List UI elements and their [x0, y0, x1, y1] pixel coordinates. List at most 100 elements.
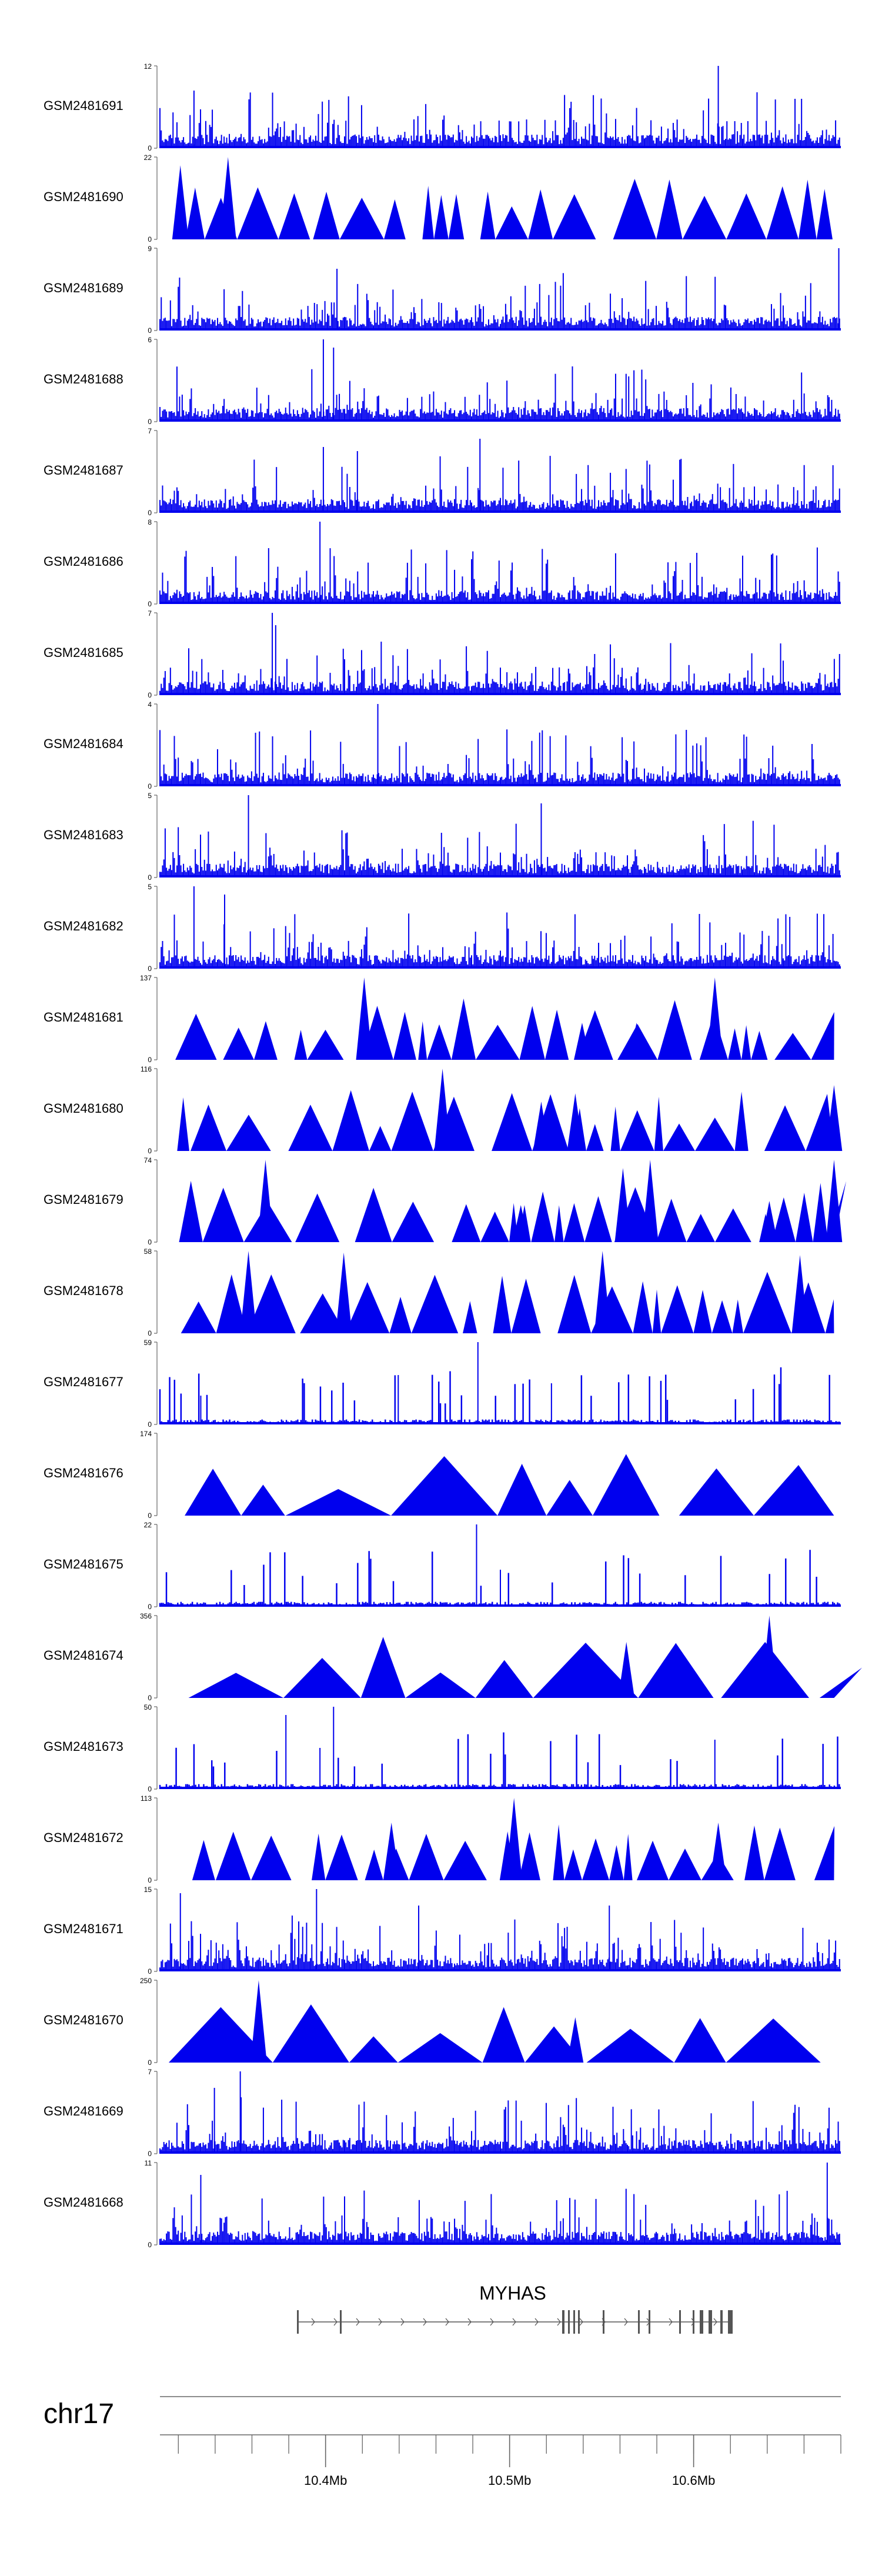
signal-peak — [427, 1024, 452, 1060]
signal-peak — [345, 1282, 390, 1333]
track-label: GSM2481677 — [44, 1374, 123, 1389]
y-axis-max-label: 137 — [140, 974, 152, 982]
y-axis-zero-label: 0 — [148, 235, 152, 243]
y-axis-zero-label: 0 — [148, 326, 152, 335]
signal-bars — [159, 1732, 840, 1789]
signal-baseline — [160, 966, 841, 969]
y-axis-zero-label: 0 — [148, 965, 152, 973]
signal-peak — [448, 193, 465, 239]
y-axis-max-label: 22 — [144, 1521, 152, 1529]
track-GSM2481672: GSM2481672 113 0 — [44, 1794, 835, 1884]
signal-peak — [493, 1276, 512, 1333]
exon — [649, 2310, 650, 2334]
y-axis-zero-label: 0 — [148, 2150, 152, 2158]
signal-peak — [177, 1097, 189, 1151]
signal-bars — [159, 1367, 840, 1424]
exon — [720, 2310, 723, 2334]
signal-peak — [434, 195, 449, 239]
signal-peak — [512, 1205, 529, 1242]
signal-peak — [814, 1826, 835, 1880]
signal-baseline — [160, 1969, 841, 1971]
signal-peak — [636, 1840, 669, 1880]
y-axis-zero-label: 0 — [148, 2241, 152, 2249]
signal-peak — [726, 193, 767, 239]
track-GSM2481688: GSM2481688 6 0 — [44, 336, 841, 426]
track-GSM2481670: GSM2481670 250 0 — [44, 1977, 821, 2067]
signal-peak — [586, 1124, 604, 1151]
signal-peak — [710, 1823, 727, 1880]
signal-peak — [325, 1834, 358, 1880]
signal-bars — [159, 2097, 840, 2154]
track-GSM2481677: GSM2481677 59 0 — [44, 1339, 841, 1429]
signal-peak — [188, 1673, 284, 1698]
signal-baseline — [160, 693, 841, 695]
track-label: GSM2481685 — [44, 645, 123, 660]
y-axis-max-label: 22 — [144, 154, 152, 162]
y-axis-zero-label: 0 — [148, 1147, 152, 1155]
signal-peak — [553, 1824, 564, 1880]
strand-arrow — [534, 2318, 539, 2326]
signal-baseline — [160, 1787, 841, 1789]
signal-peak — [365, 1849, 383, 1880]
signal-peak — [475, 1660, 533, 1698]
y-axis-zero-label: 0 — [148, 509, 152, 517]
signal-peak — [826, 1085, 843, 1151]
signal-bars — [159, 1916, 840, 1971]
strand-arrow — [356, 2318, 360, 2326]
track-label: GSM2481670 — [44, 2013, 123, 2027]
signal-peak — [679, 1468, 754, 1516]
signal-baseline — [160, 2151, 841, 2154]
signal-peak — [761, 1616, 778, 1698]
signal-peak — [743, 1272, 791, 1333]
strand-arrow — [669, 2318, 673, 2326]
y-axis-zero-label: 0 — [148, 873, 152, 882]
y-axis-max-label: 59 — [144, 1339, 152, 1347]
exon — [297, 2310, 299, 2334]
signal-peak — [771, 1197, 796, 1242]
signal-peak — [695, 1117, 735, 1151]
track-GSM2481691: GSM2481691 12 0 — [44, 62, 841, 152]
exon — [700, 2310, 703, 2334]
y-axis-max-label: 5 — [148, 883, 152, 891]
signal-peak — [811, 1012, 834, 1060]
track-label: GSM2481680 — [44, 1101, 123, 1116]
gene-label: MYHAS — [479, 2283, 546, 2304]
signal-peak — [356, 977, 373, 1060]
strand-arrow — [557, 2318, 561, 2326]
signal-peak — [620, 1110, 654, 1151]
signal-peak — [190, 1105, 227, 1151]
track-label: GSM2481671 — [44, 1921, 123, 1936]
signal-peak — [669, 1848, 701, 1880]
y-axis-zero-label: 0 — [148, 1511, 152, 1520]
signal-peak — [288, 1105, 333, 1151]
signal-peak — [682, 196, 727, 239]
track-GSM2481674: GSM2481674 356 0 — [44, 1612, 863, 1702]
strand-arrow — [579, 2318, 583, 2326]
signal-peak — [663, 1123, 696, 1151]
track-label: GSM2481674 — [44, 1648, 123, 1663]
signal-peak — [492, 1093, 533, 1151]
signal-peak — [528, 189, 553, 239]
signal-peak — [554, 1205, 564, 1242]
y-axis-zero-label: 0 — [148, 1056, 152, 1064]
track-GSM2481686: GSM2481686 8 0 — [44, 518, 841, 608]
signal-peak — [219, 157, 236, 239]
signal-peak — [411, 1274, 459, 1333]
signal-baseline — [160, 784, 841, 786]
signal-peak — [294, 1030, 308, 1060]
signal-peak — [582, 1838, 610, 1880]
signal-peak — [613, 179, 657, 239]
signal-peak — [185, 187, 205, 239]
signal-peak — [652, 1289, 662, 1333]
signal-peak — [656, 179, 683, 239]
signal-peak — [638, 1643, 714, 1698]
signal-peak — [257, 1160, 274, 1242]
signal-peak — [764, 1827, 796, 1880]
signal-peak — [686, 1214, 716, 1242]
signal-peak — [574, 1023, 590, 1060]
y-axis-zero-label: 0 — [148, 1420, 152, 1429]
signal-peak — [628, 1023, 645, 1060]
signal-peak — [816, 189, 833, 239]
y-axis-zero-label: 0 — [148, 1329, 152, 1337]
track-label: GSM2481687 — [44, 463, 123, 478]
